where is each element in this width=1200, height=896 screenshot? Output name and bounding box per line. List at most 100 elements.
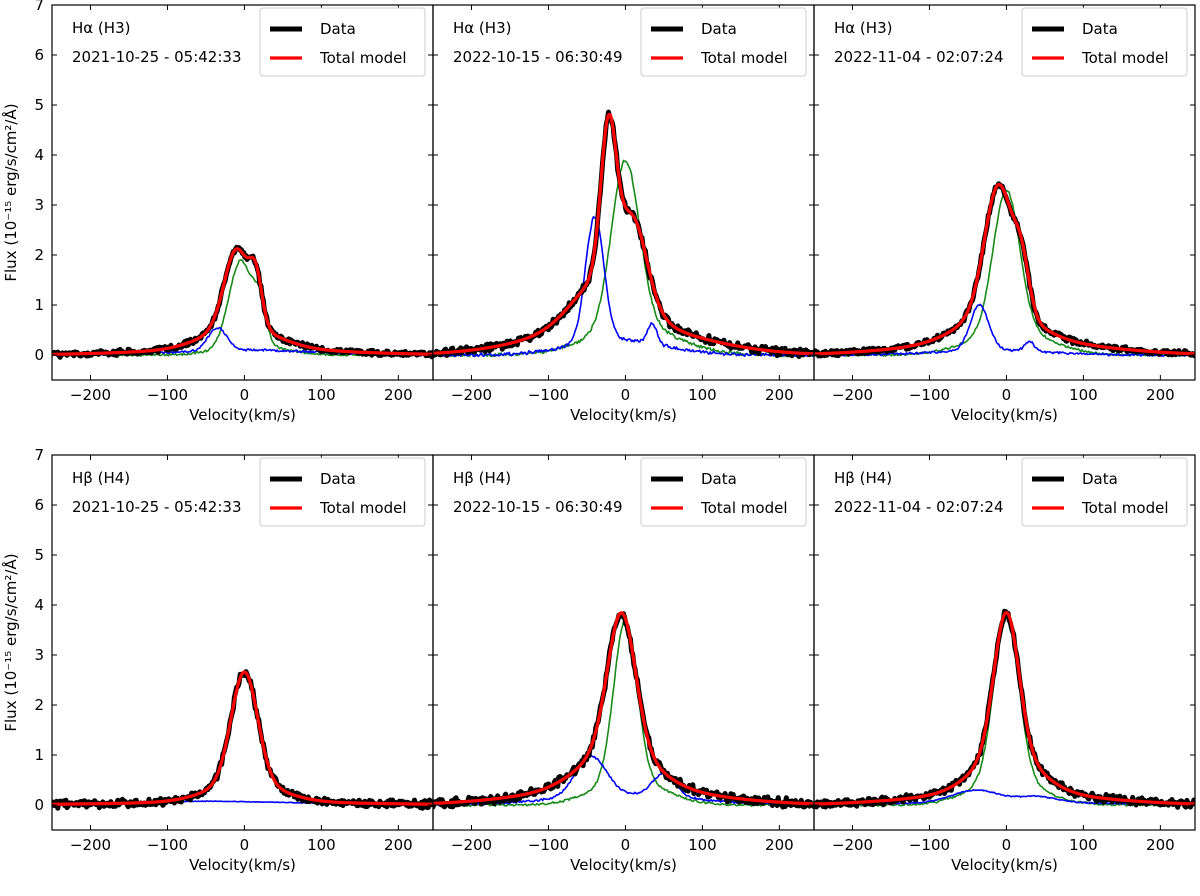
x-tick-label: −200 [70, 386, 111, 404]
x-tick-label: 100 [307, 386, 336, 404]
series-line-model [433, 611, 814, 806]
x-tick-label: −100 [147, 386, 188, 404]
x-tick-label: −100 [528, 836, 569, 854]
x-axis-label: Velocity(km/s) [570, 406, 677, 424]
x-tick-label: 100 [307, 836, 336, 854]
y-tick-label: 0 [34, 796, 44, 814]
series-group [814, 608, 1195, 810]
series-group [433, 109, 814, 359]
series-line-data [814, 608, 1195, 810]
legend-label-model: Total model [1081, 49, 1169, 67]
line-label: Hα (H3) [834, 19, 892, 37]
legend-label-model: Total model [700, 49, 788, 67]
x-tick-label: 0 [240, 386, 250, 404]
line-label: Hβ (H4) [834, 469, 892, 487]
x-tick-label: 0 [621, 386, 631, 404]
legend-label-data: Data [320, 470, 356, 488]
x-tick-label: −100 [909, 836, 950, 854]
series-line-model [52, 247, 433, 356]
x-tick-label: −100 [528, 386, 569, 404]
x-tick-label: −100 [909, 386, 950, 404]
y-tick-label: 7 [34, 446, 44, 464]
observation-date: 2021-10-25 - 05:42:33 [72, 48, 242, 66]
legend-label-model: Total model [319, 49, 407, 67]
series-line-model [814, 611, 1195, 806]
legend-label-data: Data [1082, 470, 1118, 488]
observation-date: 2022-10-15 - 06:30:49 [453, 48, 623, 66]
series-line-model [52, 670, 433, 806]
legend-label-data: Data [701, 20, 737, 38]
series-group [52, 244, 433, 360]
panel-frame [813, 4, 1196, 381]
panel-frame [813, 454, 1196, 831]
legend-label-data: Data [701, 470, 737, 488]
series-line-green [814, 614, 1195, 807]
x-axis-label: Velocity(km/s) [951, 856, 1058, 874]
y-tick-label: 4 [34, 146, 44, 164]
series-line-green [814, 189, 1195, 357]
y-tick-label: 3 [34, 646, 44, 664]
x-axis-label: Velocity(km/s) [570, 856, 677, 874]
x-axis-label: Velocity(km/s) [951, 406, 1058, 424]
x-tick-label: −200 [70, 836, 111, 854]
y-tick-label: 6 [34, 46, 44, 64]
y-tick-label: 7 [34, 0, 44, 14]
panel-3: −200 −100 0 100 200 Velocity(km/s) Hα (H3) 2022… [813, 4, 1196, 424]
x-axis-label: Velocity(km/s) [189, 406, 296, 424]
x-tick-label: −200 [832, 386, 873, 404]
panel-2: −200 −100 0 100 200 Velocity(km/s) Hα (H3) 2022… [432, 4, 815, 424]
y-tick-label: 0 [34, 346, 44, 364]
x-tick-label: 200 [384, 386, 413, 404]
y-tick-label: 1 [34, 746, 44, 764]
y-tick-label: 1 [34, 296, 44, 314]
series-group [433, 611, 814, 810]
series-line-model [433, 112, 814, 356]
series-line-data [433, 611, 814, 810]
series-line-blue [433, 215, 814, 358]
line-label: Hα (H3) [72, 19, 130, 37]
x-tick-label: −200 [451, 386, 492, 404]
series-line-green [433, 619, 814, 807]
series-group [814, 181, 1195, 359]
x-tick-label: 200 [1146, 386, 1175, 404]
line-label: Hα (H3) [453, 19, 511, 37]
x-axis-label: Velocity(km/s) [189, 856, 296, 874]
legend-label-model: Total model [700, 499, 788, 517]
y-tick-label: 5 [34, 96, 44, 114]
x-tick-label: 0 [1002, 836, 1012, 854]
legend-label-data: Data [320, 20, 356, 38]
panel-1: −200 −100 0 100 200 0 1 2 3 4 5 6 7 Velocity(km/s) Hα … [34, 0, 434, 424]
x-tick-label: 100 [1069, 386, 1098, 404]
series-line-data [433, 109, 814, 359]
x-tick-label: −100 [147, 836, 188, 854]
y-axis-label: Flux (10⁻¹⁵ erg/s/cm²/Å) [1, 553, 20, 731]
series-group [52, 669, 433, 811]
y-tick-label: 3 [34, 196, 44, 214]
x-tick-label: 200 [1146, 836, 1175, 854]
x-tick-label: −200 [832, 836, 873, 854]
line-label: Hβ (H4) [453, 469, 511, 487]
series-line-data [52, 244, 433, 360]
y-tick-label: 2 [34, 696, 44, 714]
line-label: Hβ (H4) [72, 469, 130, 487]
x-tick-label: 100 [688, 836, 717, 854]
y-axis-label: Flux (10⁻¹⁵ erg/s/cm²/Å) [1, 103, 20, 281]
x-tick-label: 100 [1069, 836, 1098, 854]
y-tick-label: 6 [34, 496, 44, 514]
x-tick-label: 200 [765, 836, 794, 854]
x-tick-label: 200 [384, 836, 413, 854]
panel-6: −200 −100 0 100 200 Velocity(km/s) Hβ (H4) 2022… [813, 454, 1196, 874]
x-tick-label: 0 [621, 836, 631, 854]
x-tick-label: 100 [688, 386, 717, 404]
legend-label-model: Total model [1081, 499, 1169, 517]
series-line-model [814, 183, 1195, 356]
x-tick-label: 200 [765, 386, 794, 404]
series-line-green [52, 259, 433, 358]
legend-label-model: Total model [319, 499, 407, 517]
observation-date: 2022-10-15 - 06:30:49 [453, 498, 623, 516]
x-tick-label: −200 [451, 836, 492, 854]
x-tick-label: 0 [240, 836, 250, 854]
y-tick-label: 4 [34, 596, 44, 614]
y-tick-label: 2 [34, 246, 44, 264]
